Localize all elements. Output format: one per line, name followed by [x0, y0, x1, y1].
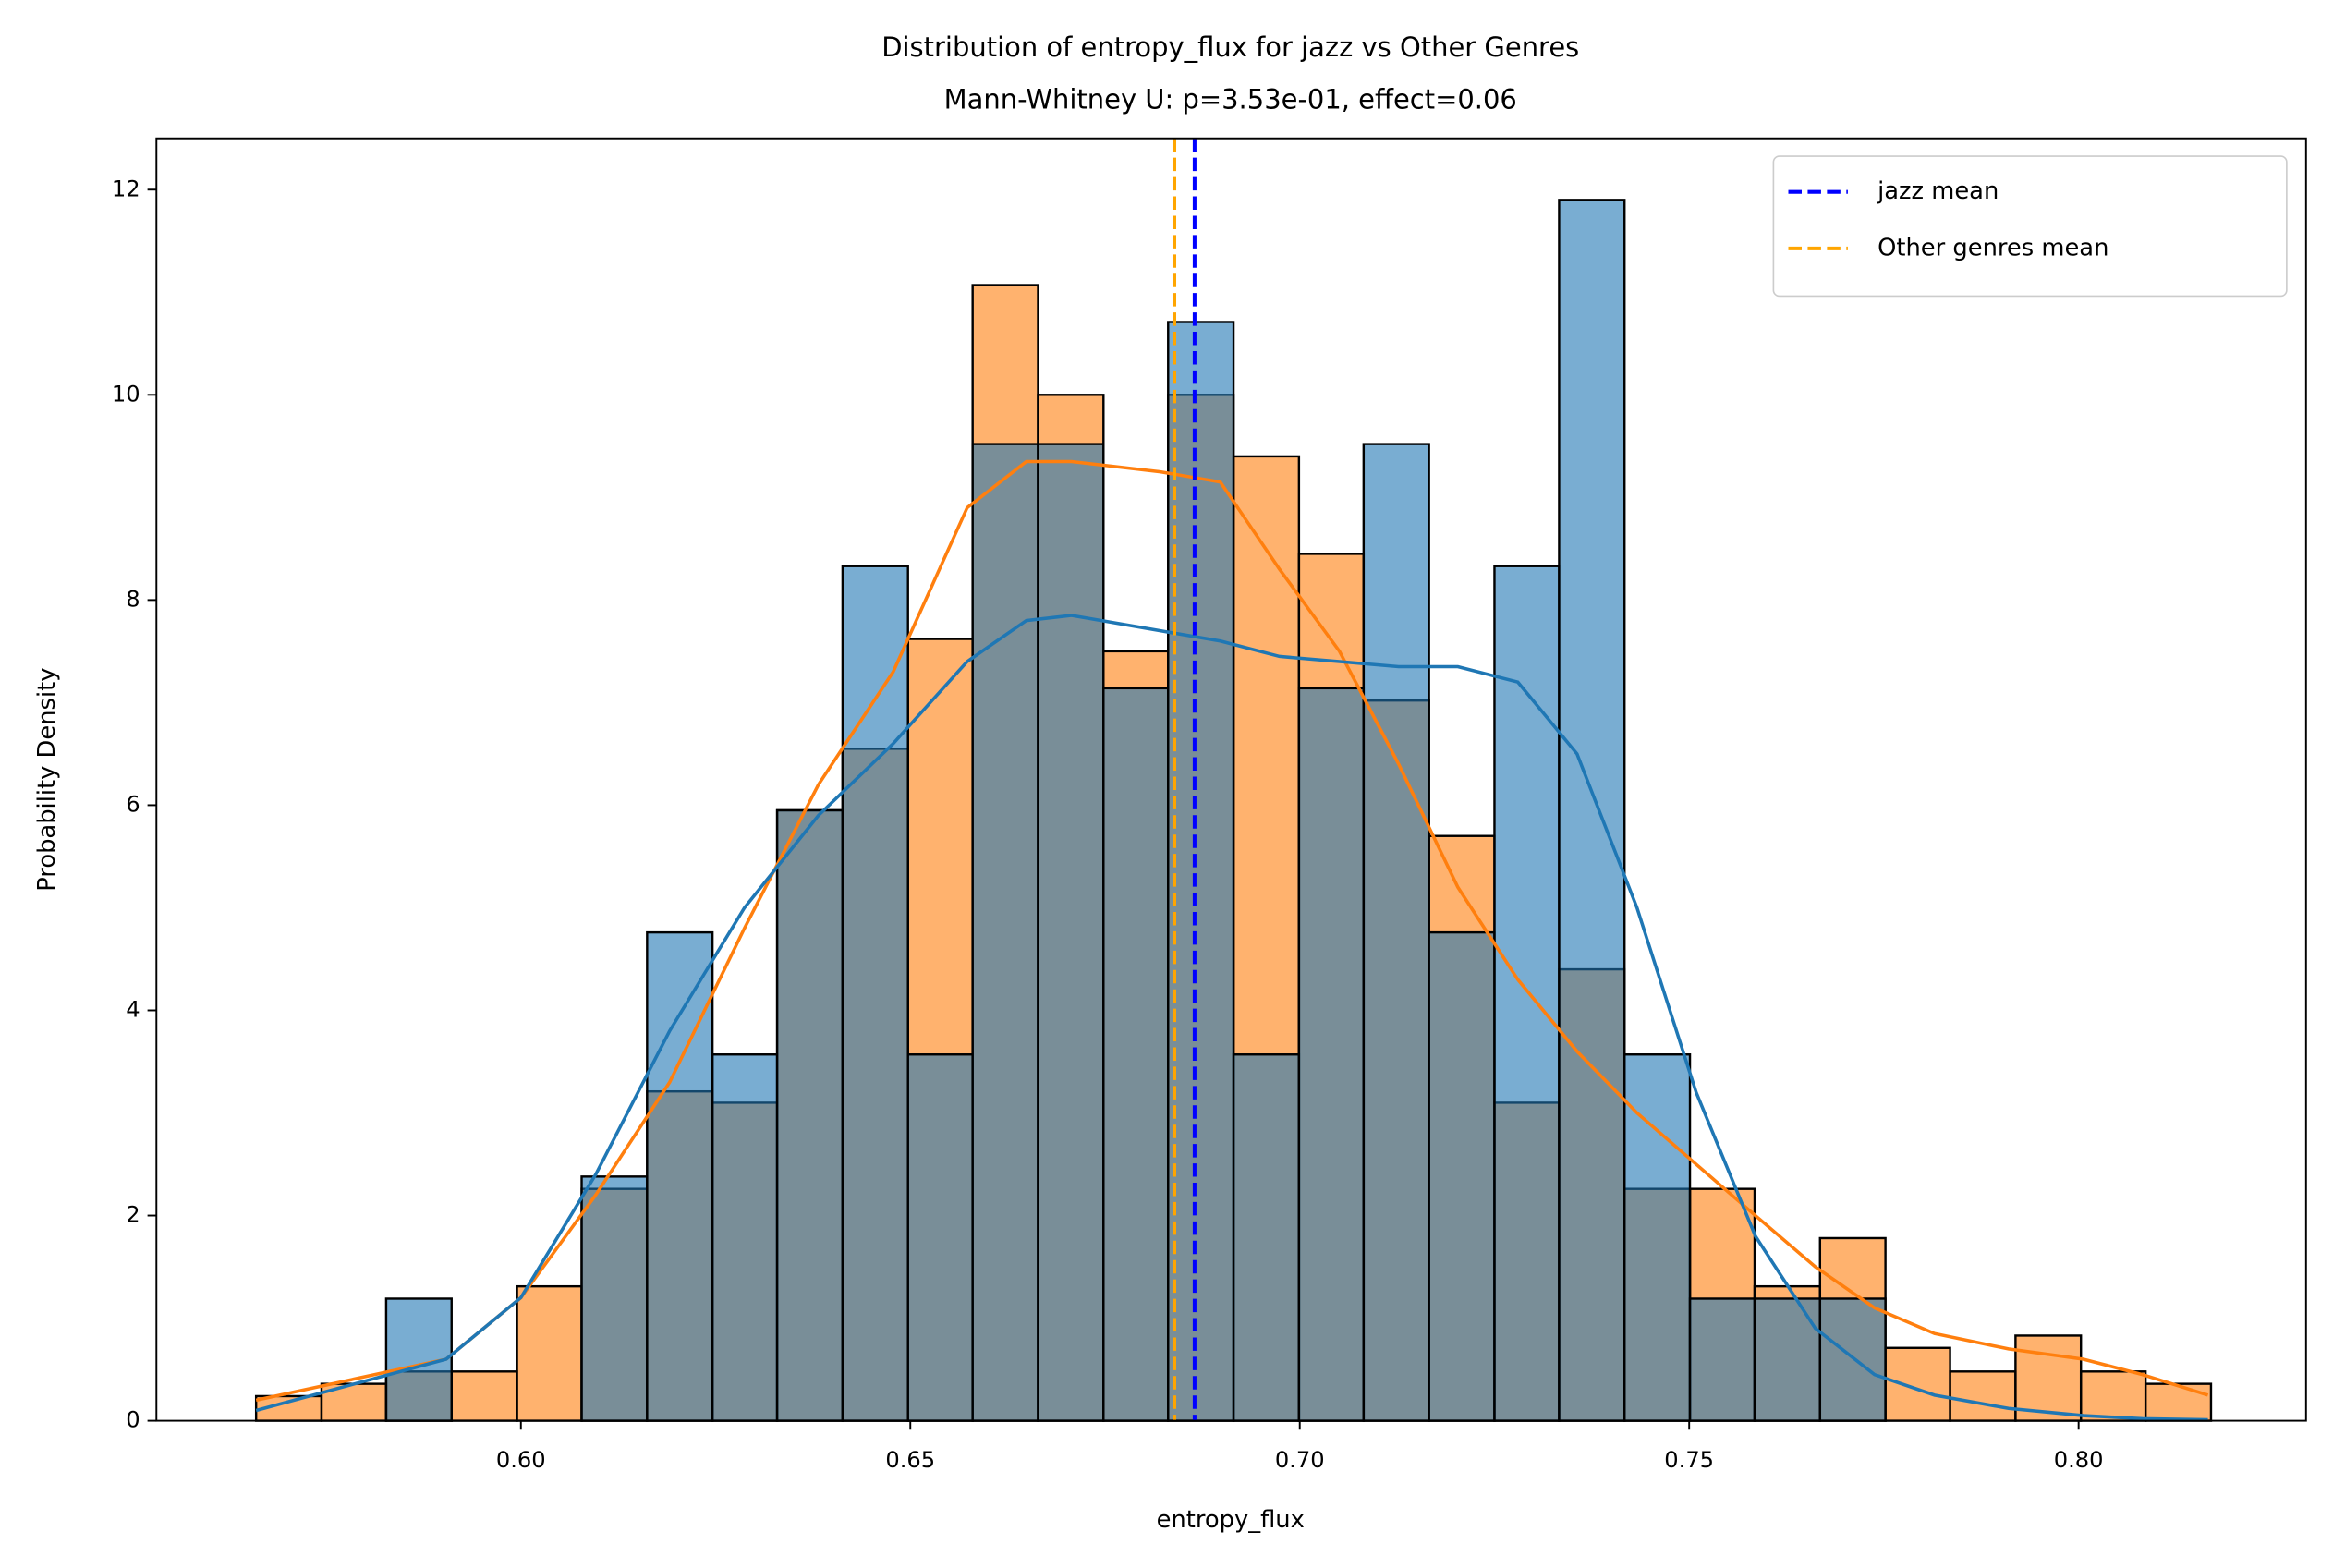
histogram-bar [646, 930, 714, 1422]
histogram-bar [580, 1175, 649, 1422]
x-axis-label: entropy_flux [1157, 1506, 1305, 1534]
y-tick-label: 2 [126, 1202, 140, 1228]
y-tick-label: 6 [126, 791, 140, 817]
histogram-bar [450, 1370, 518, 1422]
y-tick-label: 8 [126, 586, 140, 612]
kde-line [255, 459, 2209, 1403]
legend-box [1772, 155, 2288, 298]
histogram-bar [1493, 565, 1561, 1422]
histogram-bar [1753, 1297, 1822, 1422]
histogram-bar [841, 565, 909, 1422]
kde-line [255, 614, 2208, 1422]
x-tick-label: 0.60 [496, 1447, 546, 1473]
y-tick-label: 10 [112, 381, 140, 407]
histogram-bar [971, 443, 1039, 1422]
y-axis-label: Probability Density [33, 668, 61, 892]
histogram-bar [1949, 1370, 2017, 1422]
histogram-bar [1688, 1297, 1756, 1422]
plot-frame [155, 137, 2307, 1422]
histogram-bar [1102, 687, 1170, 1422]
histogram-bar [1232, 1053, 1301, 1422]
y-tick-label: 12 [112, 176, 140, 201]
histogram-bar [1884, 1346, 1951, 1422]
legend: jazz mean Other genres mean [1772, 155, 2288, 298]
histogram-bar [516, 1284, 583, 1422]
histogram-bar [2144, 1382, 2213, 1422]
histogram-bar [1037, 443, 1105, 1422]
x-tick-label: 0.80 [2054, 1447, 2104, 1473]
y-tick-label: 4 [126, 996, 140, 1022]
histogram-bar [2079, 1370, 2147, 1422]
histogram-bar [1297, 687, 1366, 1422]
histogram-bar [1623, 1053, 1692, 1422]
chart-subtitle: Mann-Whitney U: p=3.53e-01, effect=0.06 [944, 83, 1517, 115]
histogram-bar [711, 1053, 779, 1422]
histogram-bar [1818, 1297, 1887, 1422]
x-tick-label: 0.65 [885, 1447, 935, 1473]
histogram-bar [1558, 199, 1626, 1422]
histogram-bar [2014, 1334, 2083, 1422]
x-tick-label: 0.70 [1275, 1447, 1325, 1473]
histogram-bar [775, 808, 844, 1422]
legend-label: Other genres mean [1877, 234, 2108, 261]
legend-label: jazz mean [1877, 177, 1999, 205]
chart-title: Distribution of entropy_flux for jazz vs… [881, 31, 1579, 63]
histogram-bar [1428, 930, 1496, 1422]
histogram-bar [1167, 321, 1235, 1422]
histogram-bar [1362, 443, 1430, 1422]
x-tick-label: 0.75 [1664, 1447, 1714, 1473]
histogram-bar [906, 1053, 974, 1422]
y-tick-label: 0 [126, 1407, 140, 1433]
